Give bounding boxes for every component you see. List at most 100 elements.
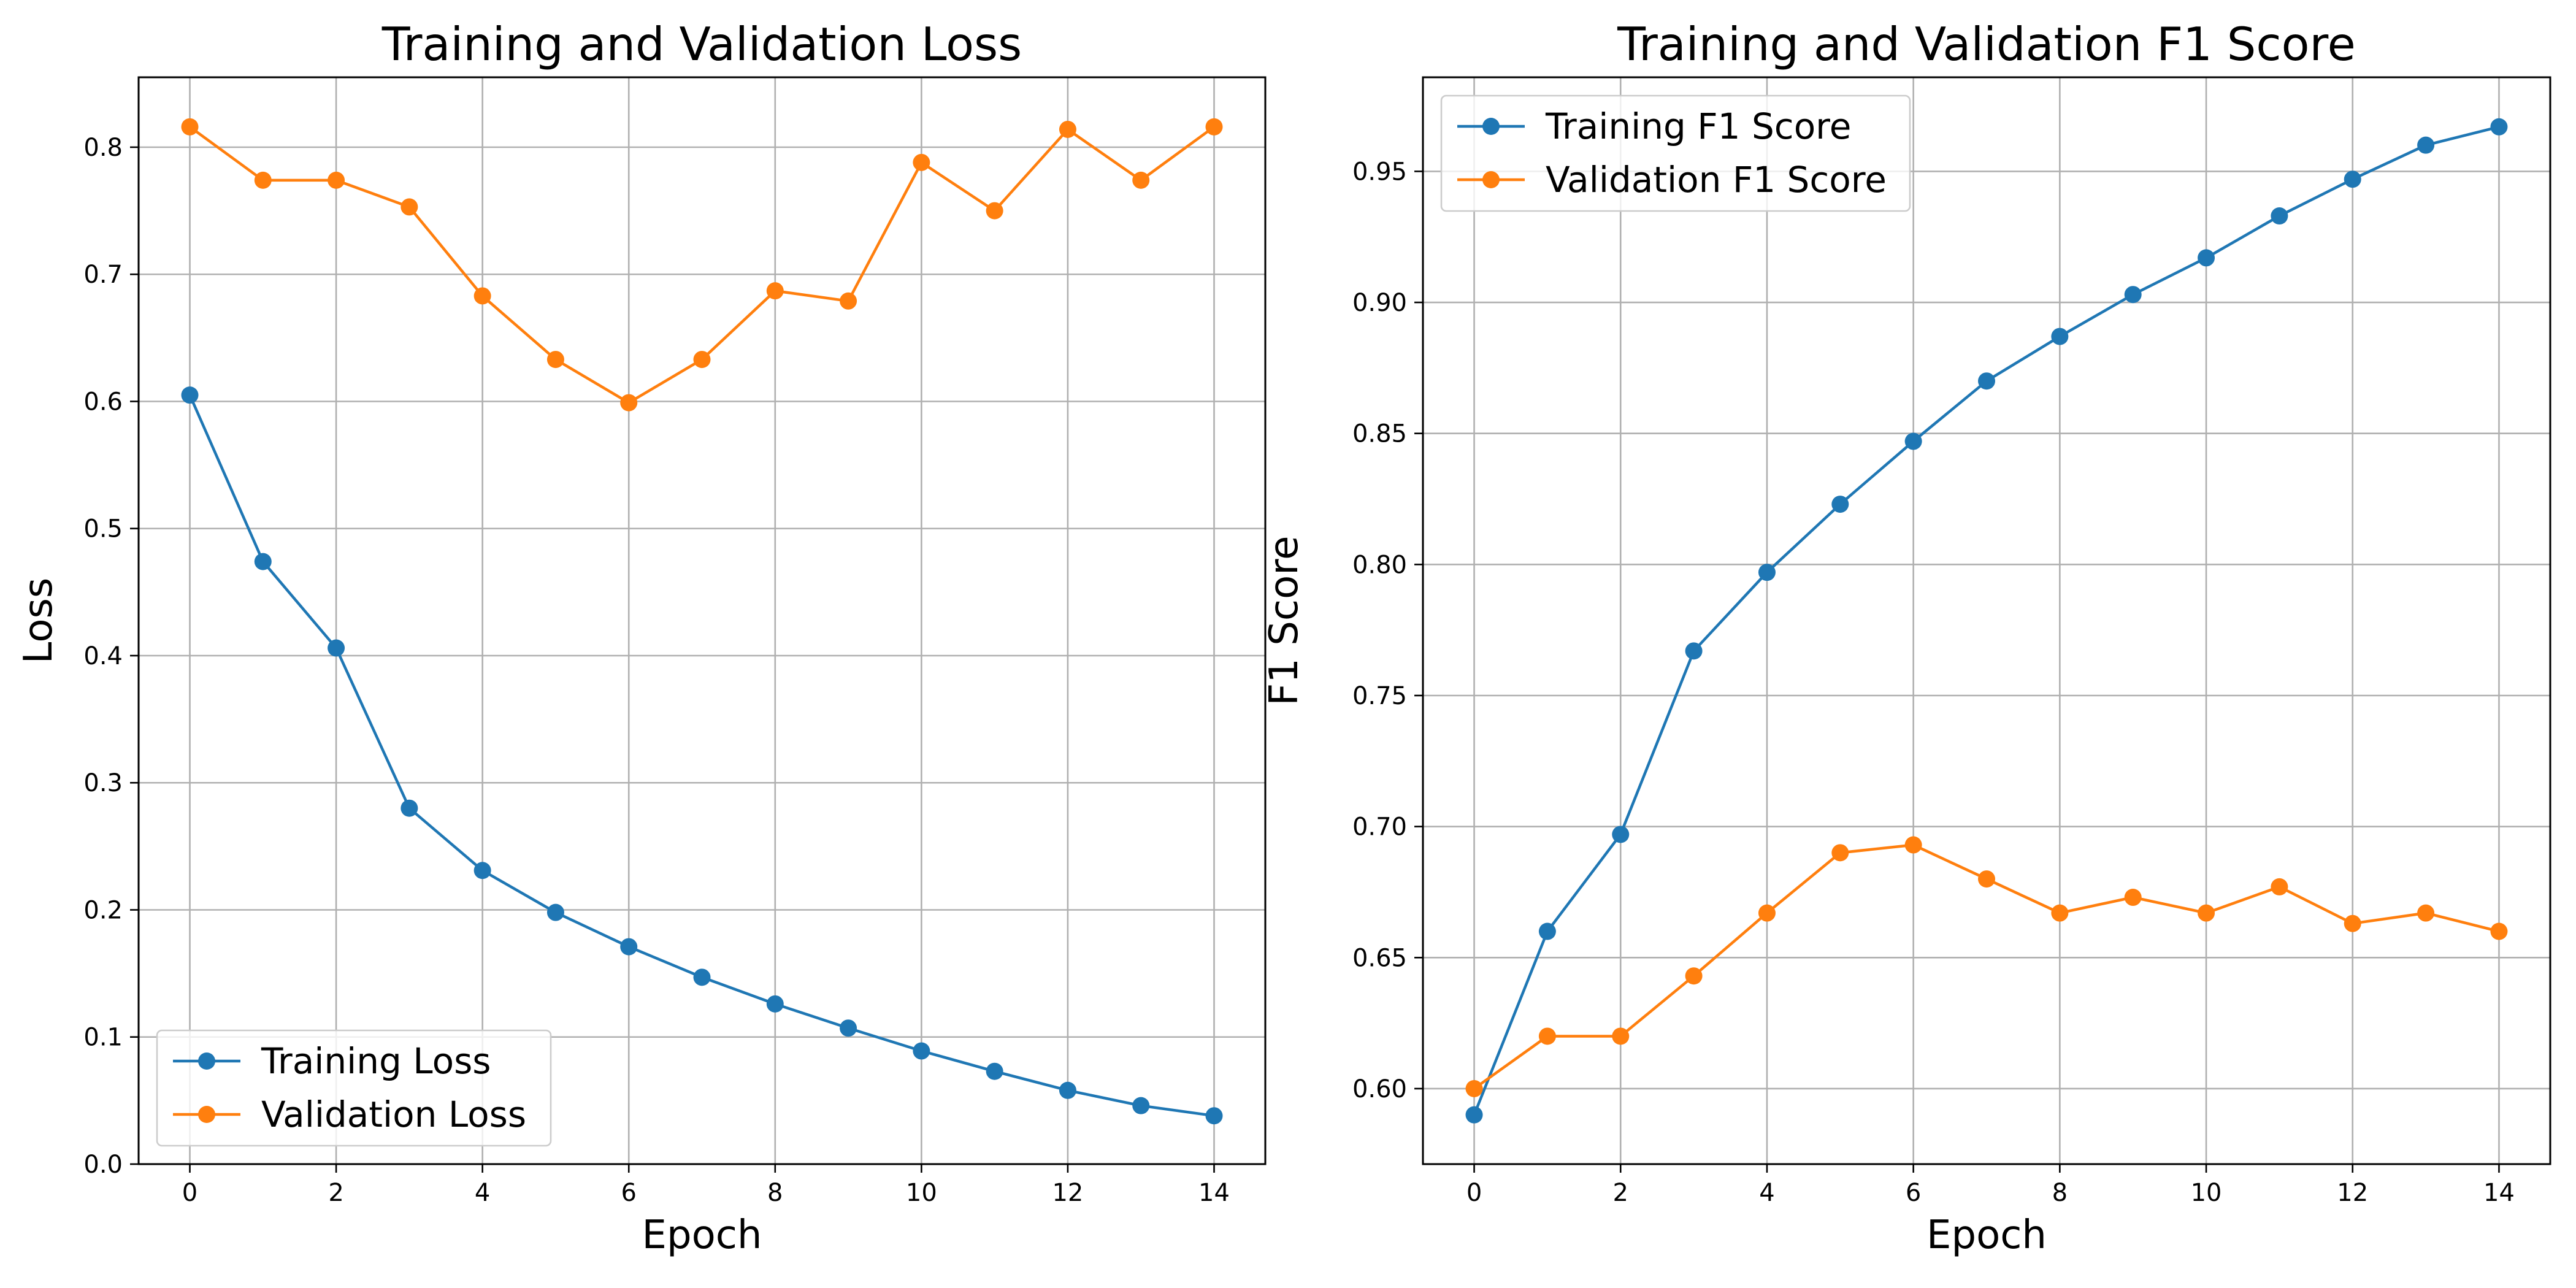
data-point [1904,432,1922,450]
y-tick-label: 0.4 [83,642,123,670]
y-tick-label: 0.85 [1352,420,1407,448]
data-point [2198,249,2215,267]
data-point [1831,844,1849,862]
legend-swatch-marker [198,1052,215,1070]
y-axis-label: F1 Score [1262,535,1307,705]
y-tick-label: 0.70 [1352,813,1407,841]
data-point [2198,904,2215,922]
series-validation-f1-score [1465,836,2508,1097]
y-tick-label: 0.95 [1352,158,1407,186]
data-point [913,1042,930,1060]
data-point [473,287,491,305]
series-line [1473,125,2501,1116]
data-point [2051,328,2069,345]
legend: Training Loss Validation Loss [156,1029,552,1147]
data-point [2051,904,2069,922]
data-point [1758,904,1776,922]
data-point [1538,1027,1556,1045]
x-tick-label: 2 [328,1179,343,1207]
y-tick-label: 0.7 [83,261,123,289]
data-point [401,799,418,817]
data-point [328,171,345,189]
data-point [1904,836,1922,854]
y-tick-label: 0.60 [1352,1075,1407,1103]
data-point [1059,1081,1076,1099]
data-point [913,153,930,171]
plot-frame [1422,76,2551,1165]
series-validation-loss [181,118,1223,412]
data-point [1685,967,1703,985]
x-tick-label: 0 [1466,1179,1482,1207]
data-point [1465,1079,1483,1097]
data-point [2344,171,2361,188]
x-tick-label: 0 [182,1179,197,1207]
x-tick-label: 4 [1759,1179,1774,1207]
data-point [2417,904,2435,922]
chart-title: Training and Validation F1 Score [1617,17,2356,71]
legend-swatch-marker [1482,118,1500,135]
data-point [840,1019,857,1037]
data-point [181,386,199,404]
x-axis-label: Epoch [1926,1213,2047,1258]
y-tick-label: 0.1 [83,1024,123,1052]
y-axis-label: Loss [16,578,61,664]
x-tick-label: 8 [767,1179,783,1207]
x-tick-label: 14 [1198,1179,1230,1207]
x-tick-label: 2 [1613,1179,1628,1207]
data-point [1978,870,1995,888]
y-tick-label: 0.0 [83,1151,123,1179]
data-point [2344,914,2361,932]
plot-frame [137,76,1267,1165]
legend-box [1440,94,1911,212]
data-point [1132,171,1150,189]
data-point [693,968,711,986]
series-training-loss [181,386,1223,1125]
series-line [188,393,1216,1117]
y-tick-label: 0.90 [1352,289,1407,317]
data-point [1205,118,1223,136]
data-point [1978,372,1995,390]
data-point [766,282,784,300]
x-tick-label: 4 [475,1179,490,1207]
data-point [328,639,345,657]
data-point [254,553,272,570]
legend-box [156,1029,552,1147]
legend: Training F1 Score Validation F1 Score [1440,94,1911,212]
x-tick-label: 8 [2052,1179,2068,1207]
data-point [693,351,711,369]
data-point [1205,1107,1223,1125]
chart-title: Training and Validation Loss [381,17,1022,71]
y-tick-label: 0.6 [83,388,123,416]
x-tick-label: 6 [621,1179,636,1207]
data-point [620,938,638,956]
data-point [473,862,491,880]
x-tick-label: 12 [2337,1179,2368,1207]
data-point [620,394,638,412]
data-point [766,995,784,1013]
data-point [401,198,418,216]
y-tick-label: 0.8 [83,134,123,162]
y-tick-label: 0.5 [83,515,123,543]
data-point [1612,826,1630,843]
legend-label: Validation Loss [261,1094,526,1135]
legend-label: Training F1 Score [1545,105,1851,147]
data-point [546,351,564,369]
data-point [1132,1097,1150,1114]
data-point [2124,286,2142,304]
y-tick-label: 0.65 [1352,944,1407,972]
data-point [1831,496,1849,513]
grid [139,77,1265,1165]
data-point [2271,878,2288,895]
data-point [546,903,564,921]
data-point [2271,207,2288,225]
data-point [1612,1027,1630,1045]
x-axis-label: Epoch [642,1213,762,1258]
data-point [2417,136,2435,154]
data-point [1059,120,1076,138]
data-point [2124,889,2142,907]
x-tick-label: 10 [2191,1179,2222,1207]
y-tick-label: 0.75 [1352,682,1407,710]
data-point [840,292,857,310]
data-point [1465,1106,1483,1124]
